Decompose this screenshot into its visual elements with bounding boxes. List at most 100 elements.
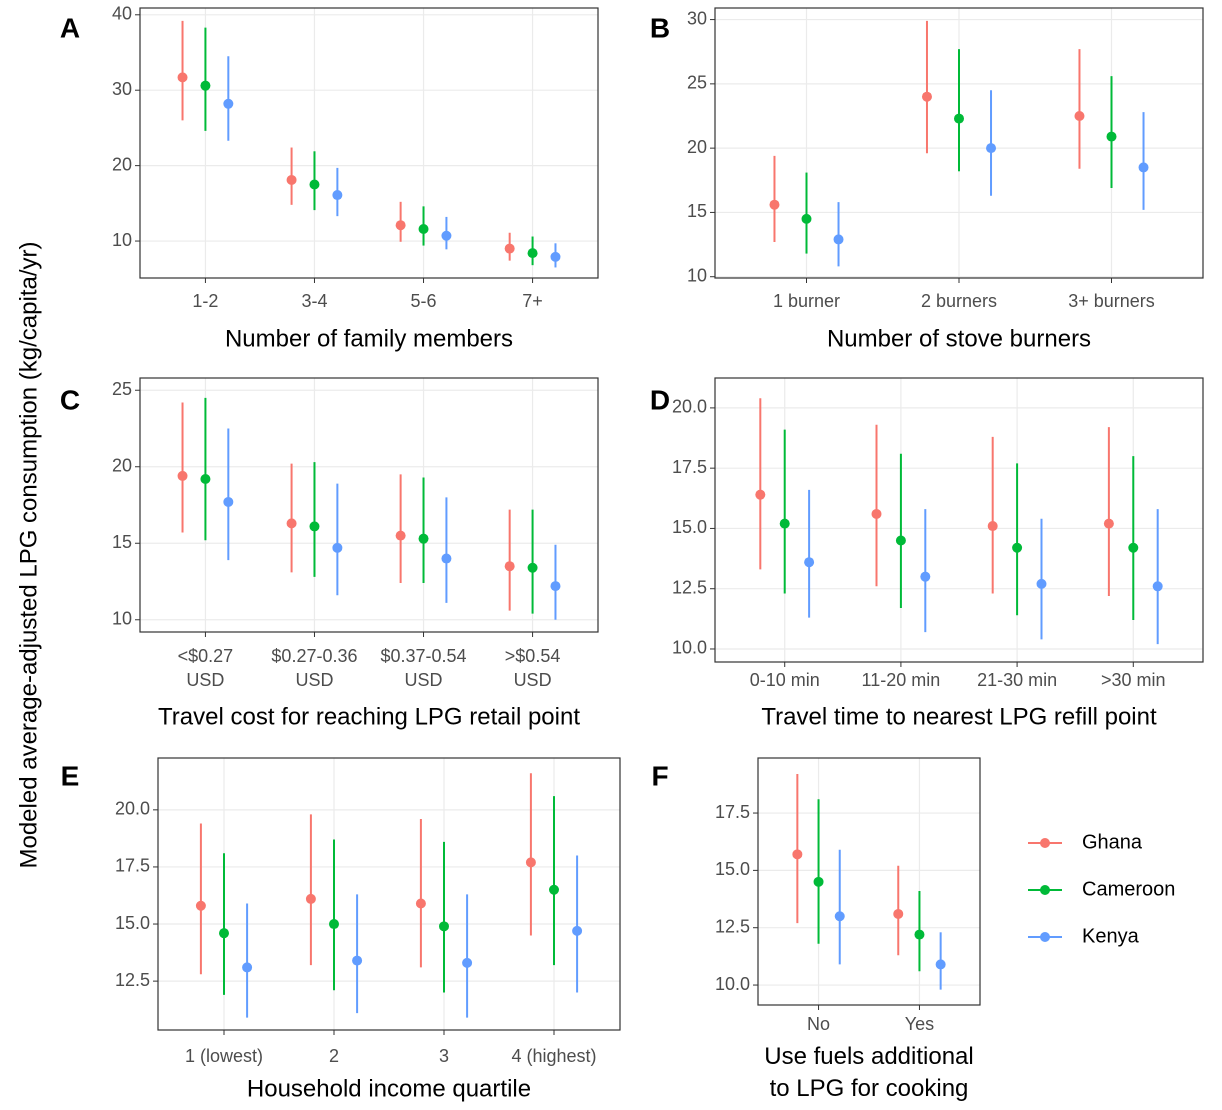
x-tick-label: 3+ burners: [1068, 291, 1155, 311]
x-tick-label: No: [807, 1014, 830, 1034]
point: [504, 243, 515, 254]
point: [418, 533, 429, 544]
y-tick-label: 10: [112, 230, 132, 250]
x-tick-label: 3-4: [301, 291, 327, 311]
point: [200, 473, 211, 484]
y-tick-label: 40: [112, 4, 132, 24]
point: [309, 521, 320, 532]
point: [309, 179, 320, 190]
point: [395, 530, 406, 541]
point: [914, 929, 925, 940]
point: [550, 251, 561, 262]
x-tick-label: 2: [329, 1046, 339, 1066]
plot-frame: [157, 757, 621, 1031]
point: [954, 113, 964, 124]
point: [242, 962, 253, 973]
point: [987, 521, 998, 532]
y-tick-label: 12.5: [715, 916, 750, 936]
y-tick-label: 20.0: [672, 397, 707, 417]
y-tick-label: 20.0: [115, 799, 150, 819]
point: [305, 893, 316, 904]
point: [1103, 518, 1114, 529]
y-tick-label: 10.0: [672, 638, 707, 658]
point: [527, 248, 538, 259]
y-tick-label: 20: [112, 455, 132, 475]
point: [986, 143, 997, 154]
point: [418, 223, 429, 234]
x-tick-label: <$0.27 USD: [178, 646, 234, 690]
point: [549, 884, 559, 895]
point: [332, 190, 343, 201]
x-tick-label: 11-20 min: [862, 670, 941, 690]
point: [920, 571, 931, 582]
x-tick-label: >30 min: [1101, 670, 1166, 690]
x-tick-label: 5-6: [411, 291, 437, 311]
plot-background: [140, 378, 598, 632]
y-tick-label: 20: [687, 137, 707, 157]
y-tick-label: 30: [112, 79, 132, 99]
plot-frame: [139, 7, 599, 279]
point: [572, 925, 583, 936]
point: [550, 581, 561, 592]
legend-label: Kenya: [1082, 925, 1140, 947]
x-axis-label: Travel time to nearest LPG refill point: [761, 703, 1157, 730]
point: [1036, 578, 1047, 589]
plot-frame: [714, 377, 1204, 663]
point: [223, 496, 234, 507]
point: [223, 98, 234, 109]
y-tick-label: 30: [687, 8, 707, 28]
point: [195, 900, 206, 911]
x-tick-label: 4 (highest): [511, 1046, 596, 1066]
point: [834, 911, 845, 922]
x-tick-label: Yes: [905, 1014, 934, 1034]
y-tick-label: 17.5: [115, 856, 150, 876]
plot-background: [758, 758, 980, 1005]
point: [177, 470, 188, 481]
point: [893, 908, 904, 919]
x-axis-label: Number of family members: [225, 325, 513, 352]
point: [415, 898, 426, 909]
point: [286, 518, 297, 529]
point: [779, 518, 790, 529]
y-tick-label: 12.5: [672, 577, 707, 597]
x-tick-label: 21-30 min: [977, 670, 1057, 690]
panel-label: A: [60, 12, 80, 43]
x-tick-label: 0-10 min: [750, 670, 820, 690]
plot-background: [140, 8, 598, 278]
plot-frame: [714, 7, 1204, 279]
y-tick-label: 15.0: [115, 913, 150, 933]
point: [219, 928, 229, 939]
point: [801, 213, 812, 224]
point: [1012, 542, 1023, 553]
legend-label: Cameroon: [1082, 878, 1175, 900]
y-tick-label: 20: [112, 154, 132, 174]
point: [527, 562, 538, 573]
y-tick-label: 15: [687, 201, 707, 221]
point: [525, 857, 536, 868]
point: [1128, 542, 1139, 553]
y-tick-label: 17.5: [672, 457, 707, 477]
legend-key: [1040, 885, 1050, 895]
x-axis-label: Household income quartile: [247, 1075, 531, 1102]
point: [200, 80, 211, 91]
point: [177, 72, 188, 83]
point: [332, 542, 343, 553]
legend-label: Ghana: [1082, 831, 1143, 853]
x-tick-label: 1 (lowest): [185, 1046, 263, 1066]
x-tick-label: 2 burners: [921, 291, 997, 311]
point: [833, 234, 844, 245]
plot-background: [715, 378, 1203, 662]
y-axis-label: Modeled average-adjusted LPG consumption…: [15, 242, 42, 869]
point: [462, 957, 473, 968]
point: [871, 508, 882, 519]
point: [792, 849, 803, 860]
point: [441, 553, 452, 564]
point: [804, 557, 815, 568]
y-tick-label: 25: [112, 379, 132, 399]
y-tick-label: 15.0: [715, 859, 750, 879]
y-tick-label: 25: [687, 73, 707, 93]
x-tick-label: $0.27-0.36 USD: [271, 646, 357, 690]
point: [755, 489, 766, 500]
y-tick-label: 17.5: [715, 802, 750, 822]
point: [935, 959, 946, 970]
